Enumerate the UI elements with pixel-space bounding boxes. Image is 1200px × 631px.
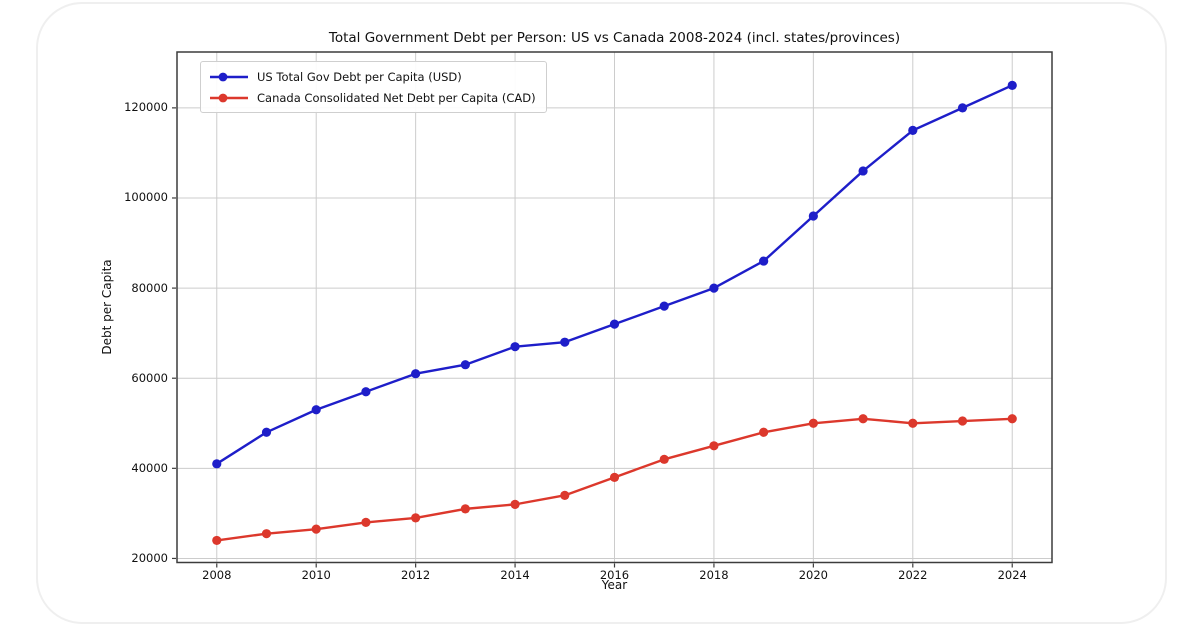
x-tick-label: 2010 [301, 568, 331, 582]
legend-label-us: US Total Gov Debt per Capita (USD) [257, 69, 462, 84]
data-point-series-0 [460, 360, 470, 370]
data-point-series-1 [759, 427, 769, 437]
data-point-series-1 [609, 472, 620, 482]
legend-item-us: US Total Gov Debt per Capita (USD) [209, 66, 536, 87]
x-tick-label: 2016 [599, 568, 630, 582]
x-tick-label: 2012 [400, 568, 431, 582]
x-axis-label: Year [601, 578, 628, 592]
data-point-series-1 [659, 454, 669, 464]
data-point-series-0 [908, 125, 918, 135]
legend-item-canada: Canada Consolidated Net Debt per Capita … [209, 87, 536, 108]
data-point-series-0 [808, 211, 818, 221]
data-point-series-0 [361, 387, 371, 397]
data-point-series-0 [759, 256, 769, 266]
data-point-series-1 [808, 418, 818, 428]
data-point-series-1 [957, 416, 968, 426]
legend-label-canada: Canada Consolidated Net Debt per Capita … [257, 90, 536, 105]
data-point-series-1 [261, 529, 272, 539]
axes-spines [176, 51, 1053, 564]
data-point-series-0 [411, 369, 421, 379]
data-point-series-0 [858, 166, 868, 176]
data-point-series-1 [361, 517, 371, 527]
data-point-series-1 [510, 499, 520, 509]
y-tick-label: 100000 [124, 190, 168, 205]
y-tick-label: 40000 [131, 460, 168, 475]
data-point-series-1 [560, 490, 570, 500]
x-tick-label: 2014 [500, 568, 530, 582]
y-axis-label: Debt per Capita [100, 259, 114, 355]
x-tick-label: 2024 [997, 568, 1027, 582]
y-tick-label: 80000 [131, 280, 168, 295]
data-point-series-1 [212, 535, 222, 546]
data-point-series-0 [957, 103, 968, 113]
data-point-series-1 [460, 504, 470, 514]
y-tick-label: 120000 [124, 100, 168, 115]
data-point-series-0 [609, 319, 620, 329]
x-tick-label: 2020 [798, 568, 828, 582]
canada-line-marker-icon [210, 93, 248, 102]
data-point-series-0 [659, 301, 669, 311]
y-tick-label: 20000 [131, 550, 168, 565]
data-point-series-0 [212, 459, 222, 469]
chart-title: Total Government Debt per Person: US vs … [328, 30, 901, 46]
data-point-series-1 [709, 441, 719, 451]
data-point-series-0 [510, 342, 520, 352]
x-tick-label: 2008 [202, 568, 232, 582]
data-point-series-0 [311, 405, 321, 415]
x-tick-label: 2018 [699, 568, 729, 582]
us-line-marker-icon [210, 72, 248, 81]
data-point-series-0 [709, 283, 719, 293]
data-point-series-0 [261, 427, 272, 437]
data-point-series-1 [908, 418, 918, 428]
data-point-series-1 [858, 414, 868, 424]
y-tick-label: 60000 [131, 370, 168, 385]
data-point-series-1 [311, 524, 321, 534]
data-point-series-1 [1007, 414, 1017, 424]
x-tick-label: 2022 [898, 568, 928, 582]
data-point-series-0 [1007, 80, 1017, 90]
data-point-series-0 [560, 337, 570, 347]
legend: US Total Gov Debt per Capita (USD) Canad… [200, 61, 547, 113]
data-point-series-1 [411, 513, 421, 523]
